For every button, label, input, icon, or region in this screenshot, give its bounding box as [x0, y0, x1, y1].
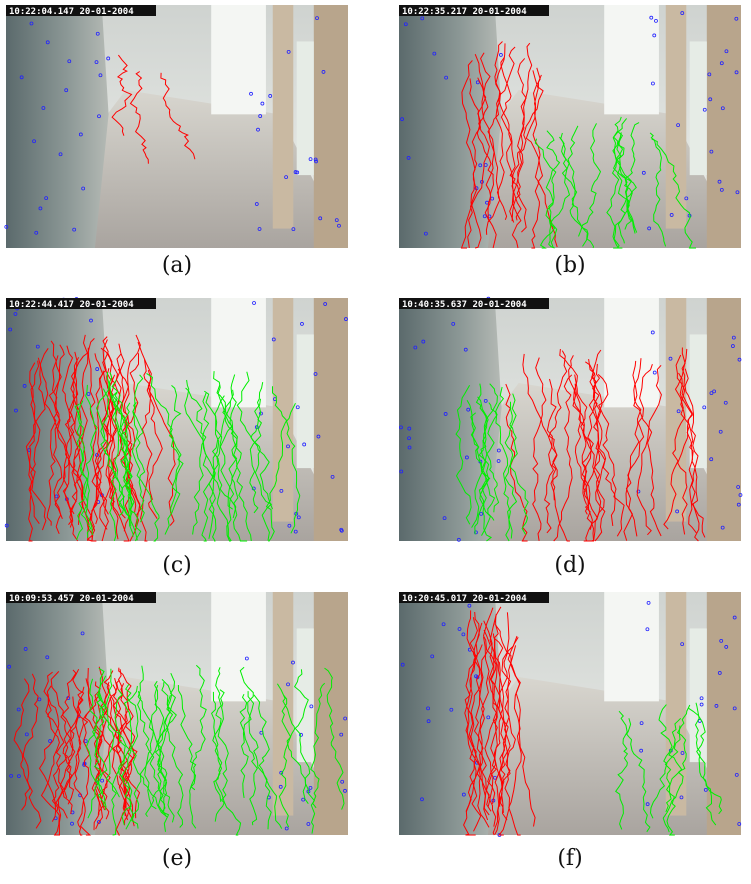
caption: (d): [554, 553, 585, 578]
timestamp: 10:40:35.637 20-01-2004: [402, 300, 527, 310]
window: [211, 592, 266, 701]
pillar: [273, 298, 294, 522]
video-frame: 10:22:44.417 20-01-2004: [5, 297, 348, 541]
video-frame: 10:22:04.147 20-01-2004: [5, 5, 348, 248]
timestamp: 10:09:53.457 20-01-2004: [9, 594, 134, 604]
window: [297, 334, 314, 468]
timestamp: 10:22:35.217 20-01-2004: [402, 7, 527, 17]
caption: (a): [162, 253, 192, 278]
window: [211, 5, 266, 114]
pillar: [314, 298, 348, 541]
caption: (f): [557, 846, 582, 871]
video-frame: 10:09:53.457 20-01-2004: [6, 592, 348, 835]
timestamp: 10:22:04.147 20-01-2004: [9, 7, 134, 17]
window: [297, 628, 314, 762]
video-frame: 10:20:45.017 20-01-2004: [399, 592, 741, 836]
caption: (c): [162, 553, 192, 578]
video-frame: 10:40:35.637 20-01-2004: [399, 297, 742, 541]
caption: (e): [162, 846, 192, 871]
figure: 10:22:04.147 20-01-2004 (a) 10:22:35.217 2…: [0, 0, 751, 884]
pillar: [707, 5, 741, 248]
video-frame: 10:22:35.217 20-01-2004: [399, 5, 741, 248]
left-wall: [399, 592, 502, 835]
window: [604, 5, 659, 114]
left-wall: [6, 5, 109, 248]
window: [604, 298, 659, 407]
window: [690, 628, 707, 762]
window: [297, 41, 314, 175]
pillar: [314, 5, 348, 248]
timestamp: 10:20:45.017 20-01-2004: [402, 594, 527, 604]
pillar: [666, 5, 687, 229]
pillar: [273, 5, 294, 229]
timestamp: 10:22:44.417 20-01-2004: [9, 300, 134, 310]
caption: (b): [554, 253, 585, 278]
pillar: [273, 592, 294, 816]
pillar: [707, 298, 741, 541]
window: [604, 592, 659, 701]
